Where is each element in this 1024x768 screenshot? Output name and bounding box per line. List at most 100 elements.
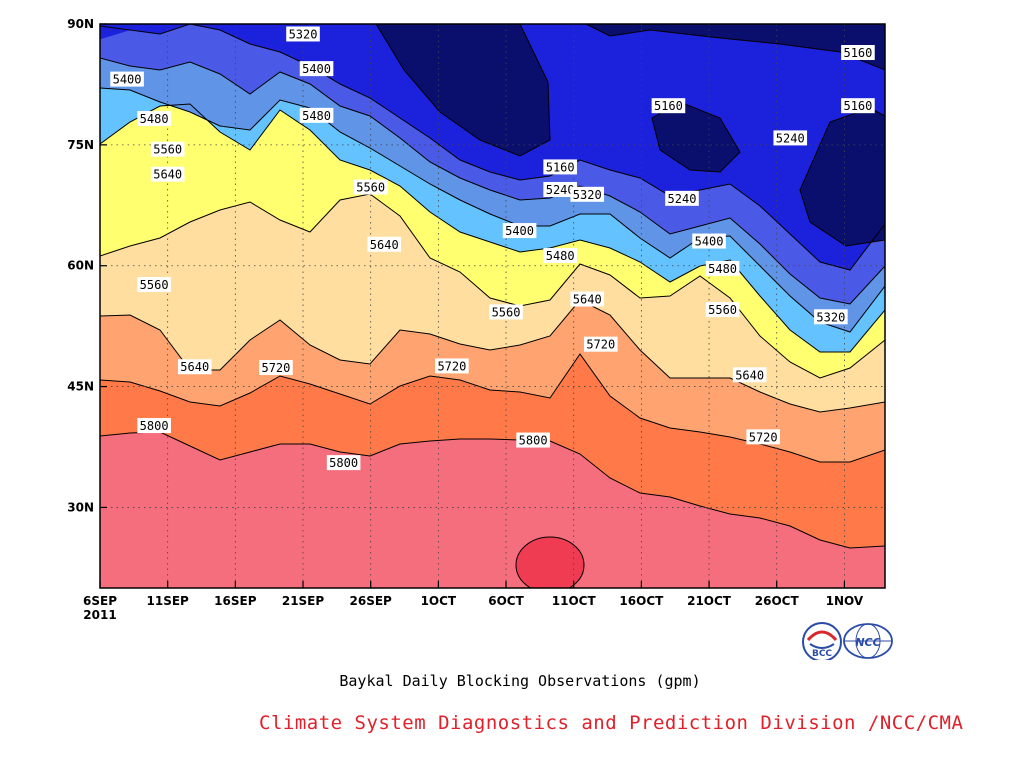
contour-label-bg — [841, 98, 875, 114]
contour-label-5560: 5560 — [356, 181, 385, 195]
ncc-logo: NCC — [843, 623, 893, 659]
contour-line-5800 — [100, 431, 885, 549]
contour-label-bg — [435, 358, 469, 374]
credit-line: Climate System Diagnostics and Predictio… — [259, 712, 964, 734]
x-tick-label: 1OCT — [421, 594, 457, 608]
contour-label-5720: 5720 — [749, 430, 778, 444]
contour-bands — [100, 24, 885, 588]
contour-label-5640: 5640 — [153, 168, 182, 182]
contour-label-5400: 5400 — [302, 62, 331, 76]
contour-label-5640: 5640 — [735, 368, 764, 382]
ncc-logo-text: NCC — [855, 636, 880, 649]
x-tick-label: 11OCT — [552, 594, 597, 608]
x-tick-label: 26SEP — [350, 594, 393, 608]
contour-label-bg — [746, 429, 780, 445]
contour-line-5640 — [100, 299, 885, 413]
contour-label-5400: 5400 — [505, 224, 534, 238]
contour-label-bg — [705, 260, 740, 276]
contour-label-bg — [651, 98, 686, 114]
contour-label-5160: 5160 — [546, 160, 575, 174]
contour-line-5560 — [100, 193, 885, 379]
contour-label-bg — [543, 181, 577, 197]
contour-label-5560: 5560 — [140, 278, 169, 292]
y-tick-label: 75N — [67, 138, 94, 152]
contour-label-5640: 5640 — [180, 360, 209, 374]
bcc-logo-text: BCC — [812, 649, 832, 659]
contour-label-bg — [705, 302, 740, 318]
bcc-logo: BCC — [802, 622, 842, 660]
contour-label-bg — [150, 166, 185, 182]
contour-label-bg — [259, 360, 293, 376]
contour-label-bg — [286, 26, 320, 42]
contour-label-bg — [516, 432, 550, 448]
contour-label-5720: 5720 — [437, 359, 466, 373]
x-tick-label: 26OCT — [755, 594, 800, 608]
contour-label-bg — [299, 61, 334, 77]
contour-label-5560: 5560 — [492, 305, 521, 319]
band-5160-core-2 — [585, 24, 885, 71]
axes: 6SEP 11SEP 16SEP 21SEP 26SEP 1OCT 6OCT 11OCT 16O… — [67, 17, 864, 622]
contour-line-5400 — [100, 87, 885, 333]
x-tick-label: 6OCT — [488, 594, 524, 608]
contour-label-bg — [543, 248, 577, 264]
contour-label-bg — [570, 186, 605, 202]
x-tick-label: 16SEP — [214, 594, 257, 608]
contour-label-5640: 5640 — [573, 293, 602, 307]
contour-label-5160: 5160 — [843, 46, 872, 60]
contour-label-bg — [773, 130, 808, 146]
contour-label-5560: 5560 — [708, 303, 737, 317]
contour-label-bg — [732, 367, 767, 383]
contour-label-5560: 5560 — [153, 143, 182, 157]
contour-line-5240 — [100, 24, 885, 271]
contour-label-bg — [150, 141, 185, 157]
chart: 6SEP 11SEP 16SEP 21SEP 26SEP 1OCT 6OCT 11OCT 16O… — [67, 17, 893, 660]
contour-label-5640: 5640 — [370, 238, 399, 252]
logos: BCC NCC — [802, 622, 893, 660]
contour-label-5800: 5800 — [140, 419, 169, 433]
contour-label-bg — [353, 179, 388, 195]
y-tick-label: 30N — [67, 500, 94, 514]
contour-lines — [100, 24, 885, 549]
chart-title: Baykal Daily Blocking Observations (gpm) — [339, 672, 701, 690]
x-tick-label: 21SEP — [282, 594, 325, 608]
y-tick-label: 90N — [67, 17, 94, 31]
band-5240 — [100, 24, 885, 270]
contour-label-5240: 5240 — [668, 192, 697, 206]
contour-label-bg — [570, 291, 605, 307]
contour-label-5160: 5160 — [843, 99, 872, 113]
band-5160-core-1 — [375, 24, 551, 157]
contour-label-bg — [543, 159, 577, 175]
contour-label-bg — [692, 233, 726, 249]
contour-label-5480: 5480 — [302, 109, 331, 123]
contour-label-bg — [841, 45, 875, 61]
contour-line-5320 — [100, 57, 885, 305]
contour-label-bg — [137, 277, 171, 293]
x-tick-label: 16OCT — [619, 594, 664, 608]
contour-label-bg — [326, 455, 361, 471]
contour-label-bg — [367, 236, 402, 252]
contour-label-5800: 5800 — [329, 456, 358, 470]
y-tick-label: 60N — [67, 259, 94, 273]
x-tick-label: 11SEP — [147, 594, 190, 608]
contour-label-5480: 5480 — [140, 112, 169, 126]
band-5880 — [515, 536, 585, 588]
contour-label-5160: 5160 — [654, 99, 683, 113]
x-tick-label: 21OCT — [687, 594, 732, 608]
contour-label-bg — [110, 71, 144, 87]
contour-label-bg — [177, 359, 212, 375]
x-year-label: 2011 — [83, 608, 116, 622]
contour-label-5240: 5240 — [546, 183, 575, 197]
contour-label-bg — [814, 309, 848, 325]
band-5160-core-3 — [651, 101, 741, 173]
contour-label-5720: 5720 — [261, 361, 290, 375]
contour-label-bg — [502, 223, 537, 239]
contour-label-5480: 5480 — [708, 262, 737, 276]
contour-label-bg — [137, 111, 171, 127]
plot-frame — [99, 23, 886, 589]
contour-labels: 5320 5400 5400 5480 5480 5560 5640 5560 5640 5560… — [110, 26, 875, 471]
contour-label-5240: 5240 — [776, 131, 805, 145]
contour-label-5720: 5720 — [586, 338, 615, 352]
x-tick-label: 1NOV — [826, 594, 864, 608]
contour-line-5480 — [100, 103, 885, 353]
contour-label-5400: 5400 — [113, 73, 142, 87]
